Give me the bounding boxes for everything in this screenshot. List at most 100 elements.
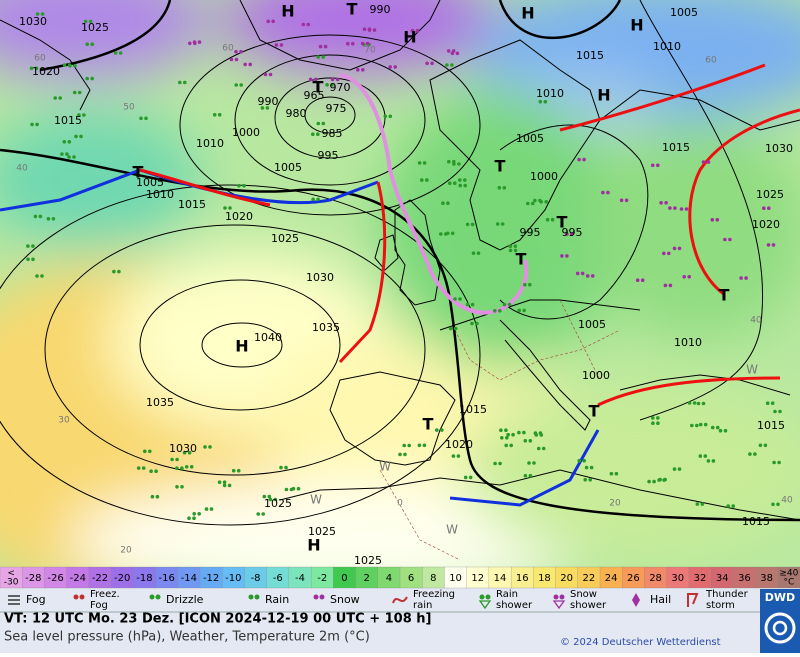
weather-dot (584, 465, 589, 470)
scale-label: -22 (92, 573, 108, 584)
warm-front (559, 63, 800, 407)
pressure-center: T (589, 402, 600, 421)
weather-dot (301, 22, 306, 27)
weather-dot (624, 198, 629, 203)
weather-dot (463, 178, 467, 182)
legend-icon (155, 594, 161, 600)
weather-dot (260, 106, 265, 110)
weather-dot (590, 274, 595, 278)
pressure-center: T (347, 0, 358, 19)
weather-dot (619, 198, 624, 203)
weather-dot (710, 218, 715, 222)
legend-icon (79, 594, 85, 600)
weather-dot (393, 65, 398, 69)
weather-dot (40, 12, 45, 16)
weather-dot (67, 155, 71, 159)
isobar-label: 1015 (178, 198, 206, 211)
weather-dot (500, 436, 504, 440)
weather-dot (170, 457, 174, 462)
weather-dot (77, 90, 82, 95)
weather-dot (26, 244, 30, 248)
weather-dot (583, 477, 587, 482)
weather-dot (85, 42, 89, 46)
scale-cell (777, 566, 800, 589)
temperature-label: 40 (16, 164, 28, 174)
weather-dot (239, 49, 243, 54)
weather-dot (209, 507, 214, 511)
weather-dot (523, 282, 527, 287)
pressure-center: T (495, 157, 506, 176)
legend-label: Hail (650, 593, 671, 606)
weather-dot (316, 121, 321, 126)
isobar-label: 1010 (674, 336, 702, 349)
weather-dot (505, 436, 509, 440)
weather-dot (446, 49, 451, 53)
weather-dot (321, 55, 326, 59)
weather-dot (695, 502, 700, 506)
scale-label: 14 (494, 573, 507, 584)
isobar-label: 1025 (271, 232, 299, 245)
weather-dot (367, 28, 372, 32)
weather-dot (223, 206, 227, 210)
weather-dot (656, 163, 660, 168)
weather-dot (718, 428, 723, 433)
weather-dot (388, 114, 393, 119)
weather-dot (767, 206, 771, 210)
weather-dot (453, 326, 458, 331)
weather-dot (311, 132, 315, 136)
isobar-label: 1015 (757, 419, 785, 432)
pressure-center: T (313, 78, 324, 97)
weather-dot (265, 106, 270, 110)
weather-dot (659, 201, 663, 205)
scale-label: 32 (694, 573, 707, 584)
weather-dot (451, 49, 456, 53)
weather-dot (35, 12, 40, 16)
warm-front (139, 168, 387, 364)
weather-dot (502, 186, 507, 190)
weather-dot (565, 254, 569, 258)
weather-dot (493, 309, 497, 313)
pressure-center: T (719, 286, 730, 305)
weather-dot (372, 28, 377, 32)
weather-dot (696, 401, 701, 406)
weather-dot (268, 72, 273, 77)
isobar-label: 1005 (274, 161, 302, 174)
weather-dot (308, 77, 313, 82)
isobar-label: 1040 (254, 331, 282, 344)
weather-dot (422, 443, 427, 448)
valid-time: VT: 12 UTC Mo. 23 Dez. [ICON 2024-12-19 … (4, 612, 431, 627)
isobar-label: 1010 (196, 137, 224, 150)
weather-dot (365, 41, 370, 46)
isobar-label: 990 (258, 95, 279, 108)
weather-dot (67, 140, 72, 144)
scale-label: -14 (181, 573, 197, 584)
weather-dot (154, 469, 158, 474)
weather-dot (248, 62, 252, 67)
weather-dot (703, 422, 708, 427)
weather-dot (658, 477, 662, 482)
weather-dot (715, 218, 720, 222)
weather-dot (268, 497, 273, 502)
weather-dot (73, 64, 77, 68)
isobar-label: 1030 (19, 15, 47, 28)
scale-label: 10 (449, 573, 462, 584)
weather-dot (640, 278, 645, 283)
weather-dot (222, 483, 227, 488)
scale-label: 2 (363, 573, 369, 584)
legend-icon (313, 594, 319, 600)
isobar-label: 990 (370, 3, 391, 16)
weather-dot (476, 251, 481, 255)
weather-dot (739, 276, 743, 280)
isobar-label: 1005 (578, 318, 606, 331)
isobar-label: 1035 (146, 396, 174, 409)
weather-dot (237, 183, 241, 188)
weather-dot (193, 41, 197, 46)
weather-dot (330, 77, 335, 82)
weather-dot (508, 244, 513, 248)
weather-dot (445, 231, 450, 236)
temperature-label: 70 (364, 46, 376, 56)
weather-dot (589, 465, 594, 470)
weather-dot (528, 439, 533, 443)
weather-dot (711, 459, 716, 463)
weather-dot (88, 19, 93, 24)
